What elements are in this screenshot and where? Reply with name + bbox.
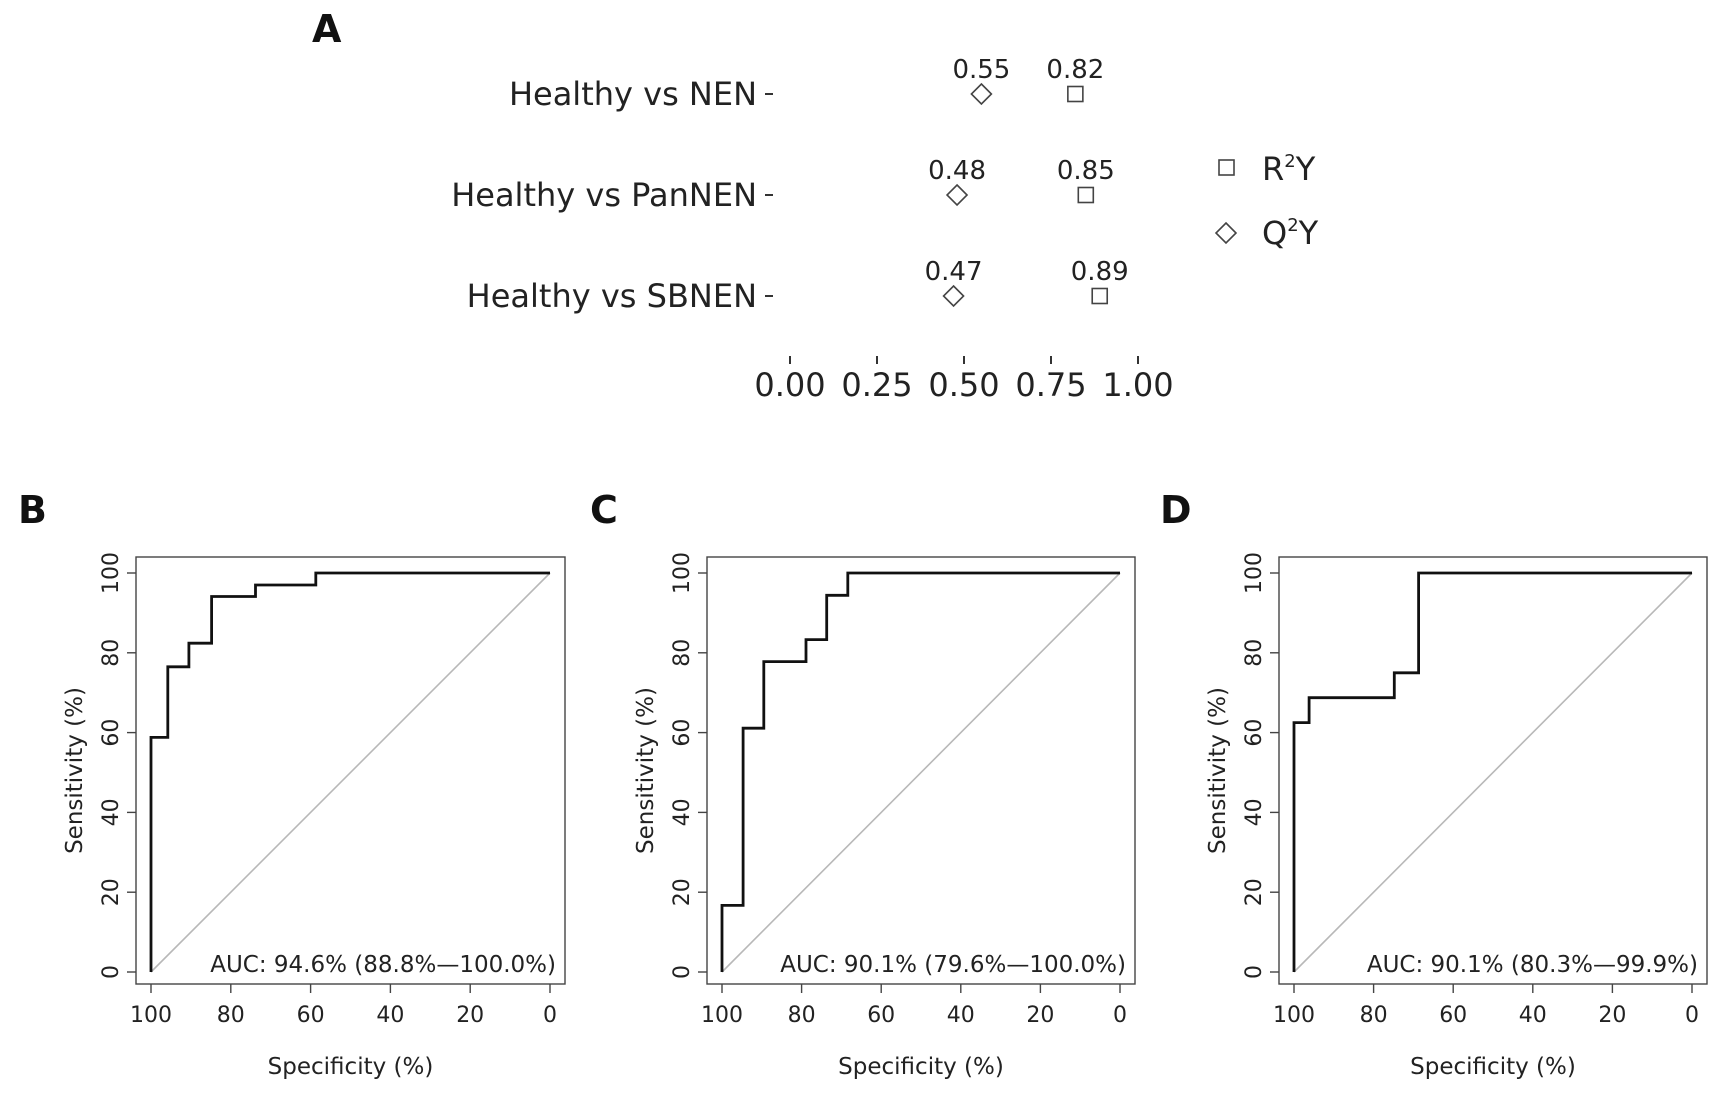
legend-q2y-label: Q2Y <box>1262 214 1319 252</box>
q2y-value-label: 0.48 <box>928 156 986 186</box>
r2y-value-label: 0.89 <box>1071 257 1129 287</box>
reference-diagonal <box>1293 572 1693 973</box>
plot-frame <box>1278 556 1708 985</box>
x-tick-label: 20 <box>1026 1003 1054 1028</box>
plot-frame <box>135 556 566 985</box>
x-tick-label: 0.00 <box>754 366 825 404</box>
x-tick-label: 40 <box>947 1003 975 1028</box>
y-tick-label: 60 <box>1242 719 1267 747</box>
y-axis-title: Sensitivity (%) <box>62 687 88 854</box>
x-tick-label: 100 <box>701 1003 743 1028</box>
x-tick-label: 0.75 <box>1015 366 1086 404</box>
x-tick-label: 0 <box>1685 1003 1699 1028</box>
x-tick-label: 0.50 <box>928 366 999 404</box>
y-tick-label: 80 <box>670 639 695 667</box>
y-tick-label: 100 <box>1242 552 1267 594</box>
x-tick-label: 1.00 <box>1102 366 1173 404</box>
x-tick-label: 60 <box>297 1003 325 1028</box>
panel-b-roc-chart: B 100 80 60 40 20 0 0 20 40 60 80 100 Specificity (%)… <box>18 488 566 1080</box>
x-axis-title: Specificity (%) <box>1410 1054 1576 1080</box>
y-tick-label: 40 <box>99 798 124 826</box>
x-tick-label: 0.25 <box>841 366 912 404</box>
q2y-diamond-marker <box>970 82 993 106</box>
legend-q2y-marker <box>1214 221 1238 245</box>
x-tick-label: 0 <box>543 1003 557 1028</box>
x-tick-label: 80 <box>1360 1003 1388 1028</box>
x-tick-label: 60 <box>1439 1003 1467 1028</box>
auc-annotation: AUC: 90.1% (79.6%—100.0%) <box>780 952 1126 978</box>
y-tick-label: 60 <box>99 719 124 747</box>
q2y-value-label: 0.47 <box>925 257 983 287</box>
x-tick-label: 60 <box>867 1003 895 1028</box>
y-tick-label: 100 <box>99 552 124 594</box>
panel-a-dot-plot: A Healthy vs NEN 0.82 0.55 Healthy vs PanNEN… <box>312 7 1319 404</box>
x-tick-label: 0 <box>1113 1003 1127 1028</box>
panel-c-roc-chart: C 100 80 60 40 20 0 0 20 40 60 80 100 Specificity (%)… <box>590 488 1136 1080</box>
x-axis-title: Specificity (%) <box>268 1054 434 1080</box>
x-tick-label: 100 <box>130 1003 172 1028</box>
roc-curve <box>149 571 550 972</box>
y-tick-label: 0 <box>1242 965 1267 979</box>
category-label: Healthy vs NEN <box>509 75 757 113</box>
panel-letter: D <box>1160 488 1192 532</box>
legend-r2y-label: R2Y <box>1262 150 1316 188</box>
q2y-value-label: 0.55 <box>952 55 1010 85</box>
r2y-value-label: 0.82 <box>1046 55 1104 85</box>
reference-diagonal <box>721 572 1121 973</box>
x-tick-label: 80 <box>217 1003 245 1028</box>
y-tick-label: 40 <box>1242 798 1267 826</box>
y-tick-label: 60 <box>670 719 695 747</box>
category-label: Healthy vs PanNEN <box>451 176 757 214</box>
y-tick-label: 100 <box>670 552 695 594</box>
category-label: Healthy vs SBNEN <box>467 277 757 315</box>
q2y-diamond-marker <box>942 284 965 308</box>
y-tick-label: 0 <box>670 965 695 979</box>
y-tick-label: 20 <box>670 878 695 906</box>
x-tick-label: 80 <box>788 1003 816 1028</box>
plot-frame <box>706 556 1136 985</box>
auc-annotation: AUC: 94.6% (88.8%—100.0%) <box>210 952 556 978</box>
roc-curve <box>1292 571 1692 972</box>
panel-letter: B <box>18 488 47 532</box>
y-axis-title: Sensitivity (%) <box>633 687 659 854</box>
panel-letter: C <box>590 488 618 532</box>
y-tick-label: 20 <box>1242 878 1267 906</box>
r2y-square-marker <box>1077 186 1095 204</box>
panel-letter: A <box>312 7 342 51</box>
y-tick-label: 40 <box>670 798 695 826</box>
r2y-square-marker <box>1067 85 1084 103</box>
auc-annotation: AUC: 90.1% (80.3%—99.9%) <box>1367 952 1698 978</box>
legend-r2y-marker <box>1218 159 1235 176</box>
reference-diagonal <box>150 572 551 973</box>
x-tick-label: 20 <box>1598 1003 1626 1028</box>
y-tick-label: 20 <box>99 878 124 906</box>
y-tick-label: 80 <box>99 639 124 667</box>
r2y-value-label: 0.85 <box>1057 156 1115 186</box>
x-tick-label: 40 <box>376 1003 404 1028</box>
roc-curve <box>720 571 1120 972</box>
y-tick-label: 80 <box>1242 639 1267 667</box>
y-tick-label: 0 <box>99 965 124 979</box>
q2y-diamond-marker <box>945 183 969 207</box>
panel-d-roc-chart: D 100 80 60 40 20 0 0 20 40 60 80 100 Specificity (%)… <box>1160 488 1708 1080</box>
x-tick-label: 20 <box>456 1003 484 1028</box>
r2y-square-marker <box>1091 287 1109 305</box>
x-axis-title: Specificity (%) <box>838 1054 1004 1080</box>
x-tick-label: 100 <box>1273 1003 1315 1028</box>
y-axis-title: Sensitivity (%) <box>1205 687 1231 854</box>
x-tick-label: 40 <box>1519 1003 1547 1028</box>
